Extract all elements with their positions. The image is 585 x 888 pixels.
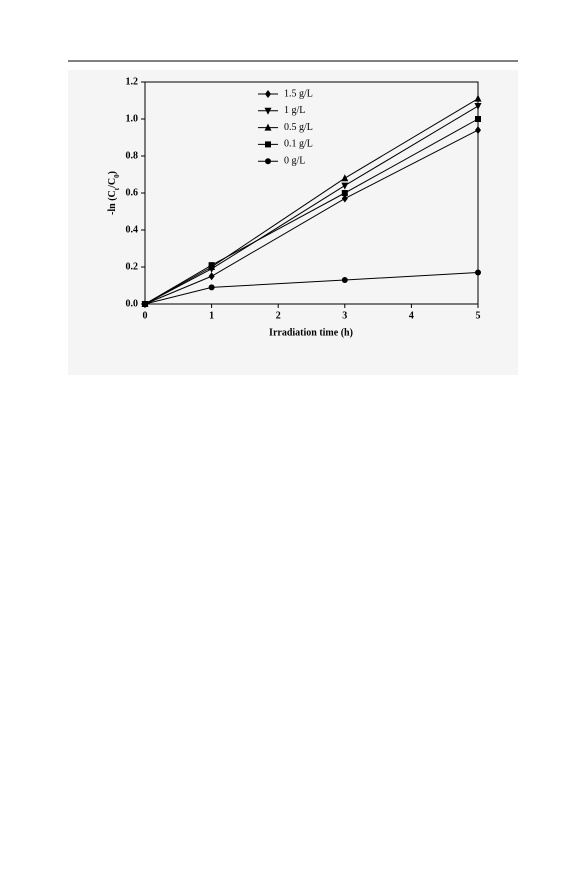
legend-marker — [264, 123, 272, 131]
x-tick-label: 4 — [409, 310, 414, 321]
y-axis-label-part: ) — [107, 171, 118, 174]
marker — [474, 103, 482, 111]
series-line — [144, 98, 479, 305]
marker — [341, 182, 349, 190]
series-line — [144, 105, 479, 305]
marker — [475, 126, 481, 135]
marker — [341, 190, 348, 196]
y-axis-label-part: 0 — [113, 174, 121, 178]
y-tick-label: 1.2 — [126, 76, 139, 87]
marker — [208, 284, 215, 291]
y-tick-label: 0.0 — [126, 298, 139, 309]
marker — [341, 194, 348, 203]
legend-label: 1 g/L — [284, 105, 305, 116]
x-tick-label: 0 — [143, 310, 148, 321]
marker — [341, 174, 349, 182]
marker — [475, 116, 481, 122]
series-line — [144, 118, 479, 305]
legend-label: 0.1 g/L — [284, 139, 313, 150]
legend-label: 0 g/L — [284, 155, 305, 166]
y-axis-label: -ln (Ct/C0) — [107, 171, 120, 215]
y-tick-label: 0.4 — [126, 224, 139, 235]
legend-marker — [265, 158, 271, 165]
y-tick-label: 0.2 — [126, 261, 139, 272]
marker — [208, 262, 215, 269]
x-tick-label: 1 — [209, 310, 214, 321]
series-line — [144, 272, 479, 305]
marker — [474, 94, 482, 102]
x-tick-label: 5 — [476, 310, 481, 321]
legend-label: 1.5 g/L — [284, 88, 313, 99]
x-axis-label: Irradiation time (h) — [269, 327, 353, 338]
y-tick-label: 0.8 — [126, 150, 139, 161]
legend-marker — [265, 90, 271, 98]
y-axis-label-part: t — [113, 187, 121, 190]
legend-marker — [264, 107, 272, 115]
x-tick-label: 3 — [342, 310, 347, 321]
y-tick-label: 1.0 — [126, 113, 139, 124]
legend-label: 0.5 g/L — [284, 122, 313, 133]
marker — [475, 269, 481, 276]
series-line — [144, 129, 479, 305]
figure-background — [68, 70, 518, 375]
y-tick-label: 0.6 — [126, 187, 139, 198]
legend-marker — [265, 141, 271, 148]
marker — [341, 276, 348, 283]
marker — [208, 272, 215, 281]
marker — [142, 301, 148, 307]
x-tick-label: 2 — [276, 310, 281, 321]
y-axis-label-part: -ln (C — [107, 190, 118, 215]
y-axis-label-part: /C — [107, 178, 118, 189]
